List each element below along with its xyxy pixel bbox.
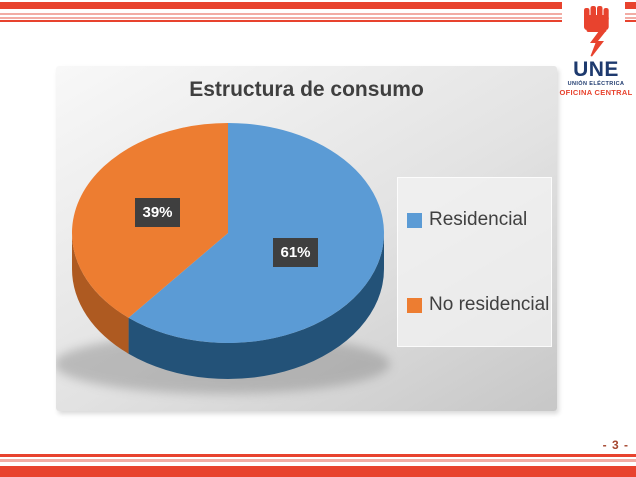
top-stripe-thick [0, 2, 636, 9]
une-logo: UNE UNIÓN ELÉCTRICA OFICINA CENTRAL [558, 0, 634, 100]
logo-subtitle-2: OFICINA CENTRAL [559, 88, 633, 97]
legend-label-no-residencial: No residencial [429, 294, 550, 315]
bottom-stripe-thin-1 [0, 454, 636, 457]
chart-panel: Estructura de consumo 61% 39% Residencia… [56, 66, 557, 411]
top-stripe-thin-3 [0, 19, 636, 22]
legend-label-residencial: Residencial [429, 209, 528, 230]
logo-subtitle: UNIÓN ELÉCTRICA [567, 81, 625, 87]
top-stripe-thin-2 [0, 16, 636, 19]
bottom-stripe-thick [0, 466, 636, 477]
pie-data-label-residencial: 61% [273, 238, 318, 267]
page-number: - 3 - [602, 438, 629, 452]
legend-swatch-residencial [407, 212, 422, 228]
legend-swatch-no-residencial [407, 297, 422, 313]
chart-title: Estructura de consumo [189, 78, 424, 101]
pie-chart [56, 123, 390, 394]
legend-item-no-residencial: No residencial [398, 290, 551, 320]
legend-item-residencial: Residencial [398, 205, 551, 235]
logo-name: UNE [573, 58, 619, 81]
bottom-stripe-thin-2 [0, 459, 636, 462]
fist-lightning-icon [584, 6, 609, 57]
top-stripe-thin-1 [0, 13, 636, 15]
chart-legend: Residencial No residencial [397, 177, 552, 347]
pie-data-label-no-residencial: 39% [135, 198, 180, 227]
